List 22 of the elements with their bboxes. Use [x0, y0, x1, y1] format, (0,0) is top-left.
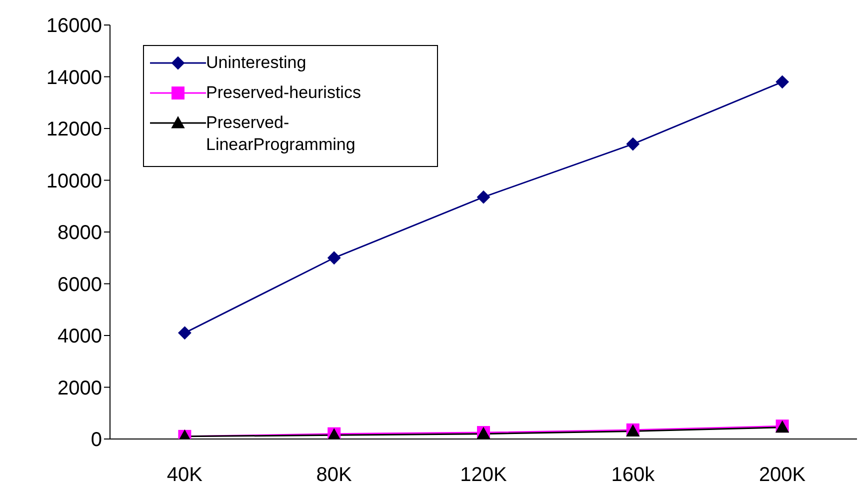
y-tick-label: 12000 — [46, 118, 102, 141]
y-tick-label: 8000 — [58, 222, 102, 244]
y-tick-label: 2000 — [58, 377, 102, 400]
legend-label: Preserved-heuristics — [206, 82, 362, 104]
point — [626, 138, 640, 151]
y-tick-label: 6000 — [58, 274, 102, 296]
y-tick-label: 14000 — [46, 66, 102, 89]
x-tick-label: 200K — [758, 464, 806, 486]
x-tick-label: 160k — [611, 464, 656, 486]
x-tick-label: 80K — [316, 464, 353, 486]
point — [776, 75, 789, 88]
y-tick-label: 10000 — [46, 170, 102, 192]
point — [178, 326, 192, 340]
point — [328, 251, 341, 264]
point — [477, 190, 490, 204]
legend-label: Uninteresting — [206, 52, 308, 74]
y-tick-label: 0 — [90, 429, 102, 452]
x-tick-label: 40K — [166, 464, 204, 486]
legend-label: Preserved-LinearProgramming — [206, 112, 356, 156]
y-tick-label: 16000 — [46, 15, 102, 38]
x-tick-label: 120K — [460, 464, 508, 486]
y-tick-label: 4000 — [58, 326, 102, 348]
